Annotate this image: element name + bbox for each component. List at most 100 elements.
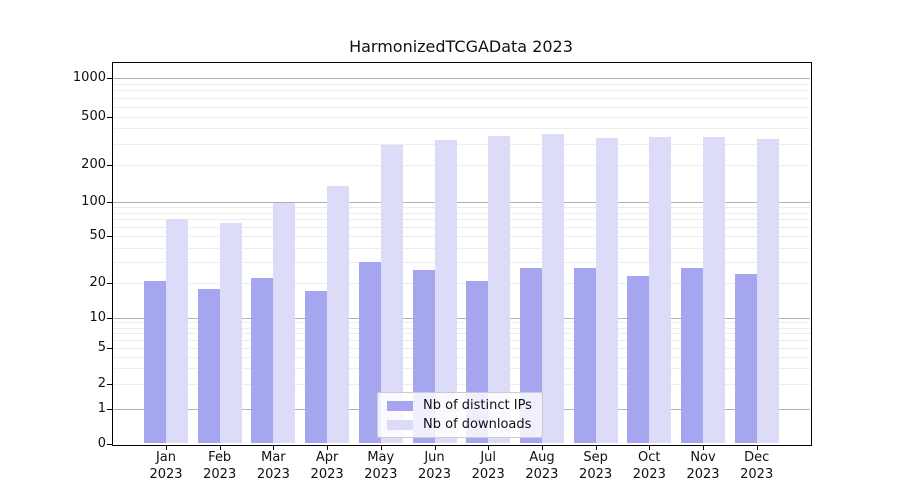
y-tick-label-20: 20 [89,275,106,291]
y-tick-5 [107,348,112,350]
y-tick-label-1: 1 [97,400,106,416]
y-tick-20 [107,283,112,285]
bar-nb-of-downloads-sep [595,137,618,444]
bar-nb-of-downloads-dec [756,138,779,444]
x-tick-label-may: May 2023 [364,450,398,482]
bar-nb-of-distinct-ips-jan [144,280,166,444]
x-tick-label-dec: Dec 2023 [740,450,774,482]
gridline-minor-7 [113,333,810,335]
gridline-minor-400 [113,128,810,130]
x-tick-jan [166,444,167,450]
x-tick-may [380,444,382,450]
x-tick-jun [434,444,436,450]
y-tick-500 [107,116,112,118]
x-tick-label-nov: Nov 2023 [686,450,720,482]
x-tick-label-oct: Oct 2023 [632,450,666,482]
bar-nb-of-downloads-apr [327,185,350,444]
bar-nb-of-distinct-ips-feb [197,288,220,444]
bar-nb-of-downloads-jan [166,219,188,444]
x-tick-label-mar: Mar 2023 [256,450,290,482]
bar-nb-of-distinct-ips-sep [573,267,596,444]
gridline-minor-2 [113,383,810,385]
legend-swatch-downloads [387,419,413,430]
gridline-minor-5 [113,348,810,350]
legend-item-downloads: Nb of downloads [387,417,532,432]
y-tick-label-1000: 1000 [72,70,106,85]
chart-title: HarmonizedTCGAData 2023 [349,37,573,56]
y-tick-label-500: 500 [81,108,106,124]
y-tick-0 [107,443,112,445]
gridline-major-100 [113,201,810,203]
y-tick-label-200: 200 [81,157,106,172]
y-tick-label-10: 10 [89,309,106,325]
gridline-minor-90 [113,206,810,208]
y-tick-10 [107,317,112,319]
gridline-minor-3 [113,367,810,369]
gridline-minor-6 [113,340,810,342]
bar-nb-of-distinct-ips-mar [251,278,274,444]
gridline-minor-800 [113,90,810,92]
x-tick-feb [219,444,221,450]
x-tick-label-jan: Jan 2023 [149,450,183,482]
x-tick-label-sep: Sep 2023 [579,450,613,482]
x-tick-sep [595,444,597,450]
bar-nb-of-distinct-ips-oct [627,276,650,444]
bar-nb-of-downloads-feb [219,223,242,444]
bar-nb-of-downloads-may [380,145,403,444]
bar-nb-of-downloads-mar [273,203,296,444]
bar-nb-of-downloads-jul [488,135,511,444]
gridline-minor-4 [113,356,810,358]
y-tick-label-0: 0 [97,435,106,451]
legend-item-distinct-ips: Nb of distinct IPs [387,398,532,413]
x-tick-mar [273,444,275,450]
x-tick-jul [488,444,490,450]
x-tick-nov [703,444,704,450]
y-tick-label-50: 50 [89,228,106,243]
y-tick-50 [107,236,112,237]
bar-nb-of-distinct-ips-apr [305,291,328,444]
x-tick-label-jun: Jun 2023 [417,450,452,482]
gridline-major-10 [113,317,810,319]
x-tick-label-apr: Apr 2023 [310,450,344,482]
gridline-minor-8 [113,327,810,329]
gridline-minor-200 [113,165,810,166]
x-tick-label-jul: Jul 2023 [471,450,505,482]
gridline-minor-50 [113,236,810,237]
bar-nb-of-distinct-ips-dec [734,273,757,444]
bar-nb-of-downloads-jun [434,140,457,444]
gridline-minor-300 [113,143,810,145]
gridline-minor-9 [113,322,810,324]
gridline-minor-500 [113,116,810,118]
gridline-minor-600 [113,106,810,108]
gridline-major-1000 [113,78,810,79]
gridline-minor-700 [113,97,810,99]
legend-label-distinct-ips: Nb of distinct IPs [423,398,532,413]
bar-nb-of-downloads-aug [541,134,564,444]
legend-label-downloads: Nb of downloads [423,417,532,432]
x-tick-dec [756,444,758,450]
bar-nb-of-downloads-oct [649,137,672,444]
x-tick-aug [541,444,543,450]
bar-nb-of-downloads-nov [703,137,725,444]
x-tick-label-feb: Feb 2023 [203,450,237,482]
y-tick-100 [107,201,112,203]
bar-nb-of-distinct-ips-may [358,262,381,444]
gridline-minor-40 [113,247,810,249]
gridline-minor-80 [113,212,810,214]
y-tick-1 [107,408,112,410]
y-tick-label-100: 100 [81,193,106,209]
y-tick-200 [107,165,112,166]
legend: Nb of distinct IPs Nb of downloads [377,392,543,438]
y-tick-2 [107,383,112,385]
legend-swatch-distinct-ips [387,400,413,411]
gridline-minor-20 [113,283,810,285]
gridline-minor-60 [113,226,810,228]
bar-nb-of-distinct-ips-nov [681,267,703,444]
y-tick-label-2: 2 [97,375,106,391]
x-tick-apr [327,444,329,450]
gridline-minor-30 [113,262,810,264]
y-tick-1000 [107,78,112,79]
x-tick-label-aug: Aug 2023 [525,450,559,482]
x-tick-oct [649,444,651,450]
